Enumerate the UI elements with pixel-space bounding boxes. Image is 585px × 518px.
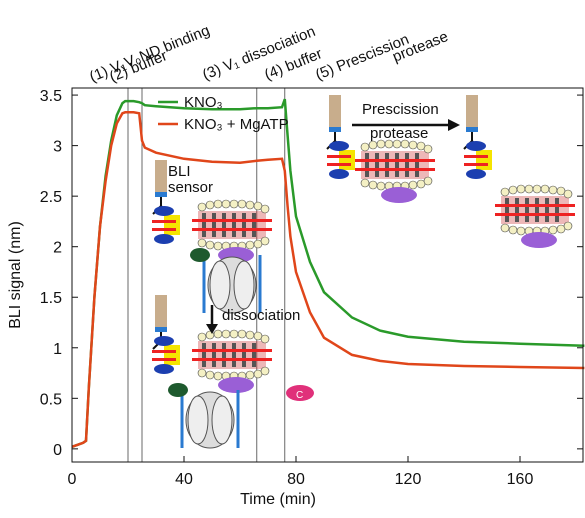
y-tick-label: 0: [53, 442, 62, 459]
legend-label: KNO₃ + MgATP: [184, 116, 289, 133]
annotation: Prescission: [362, 101, 439, 118]
annotation: BLI: [168, 163, 191, 180]
x-tick-label: 120: [395, 471, 422, 488]
x-tick-label: 40: [175, 471, 193, 488]
annotation: sensor: [168, 179, 213, 196]
plot-frame: [71, 87, 584, 463]
y-tick-label: 0.5: [40, 391, 62, 408]
x-tick-label: 80: [287, 471, 305, 488]
annotation: protease: [370, 125, 428, 142]
y-tick-label: 2: [53, 240, 62, 257]
series-line: [71, 111, 585, 448]
x-tick-label: 0: [68, 471, 77, 488]
cartoon-protease: [326, 94, 576, 249]
series-line: [71, 98, 585, 448]
y-tick-label: 2.5: [40, 189, 62, 206]
legend-label: KNO₃: [184, 94, 223, 111]
y-tick-label: 1: [53, 341, 62, 358]
annotation: dissociation: [222, 307, 300, 324]
y-axis-label: BLI signal (nm): [7, 221, 24, 329]
y-tick-label: 1.5: [40, 290, 62, 307]
y-tick-label: 3.5: [40, 88, 62, 105]
x-axis-label: Time (min): [240, 491, 316, 508]
plot-area: 0 0.5 1 1.5 2 2.5 3 3.5 0 40 80 120 160: [40, 88, 585, 488]
subunit-label: C: [296, 390, 303, 401]
cartoon-dissociation: C: [152, 294, 314, 450]
y-tick-label: 3: [53, 139, 62, 156]
x-tick-label: 160: [507, 471, 534, 488]
